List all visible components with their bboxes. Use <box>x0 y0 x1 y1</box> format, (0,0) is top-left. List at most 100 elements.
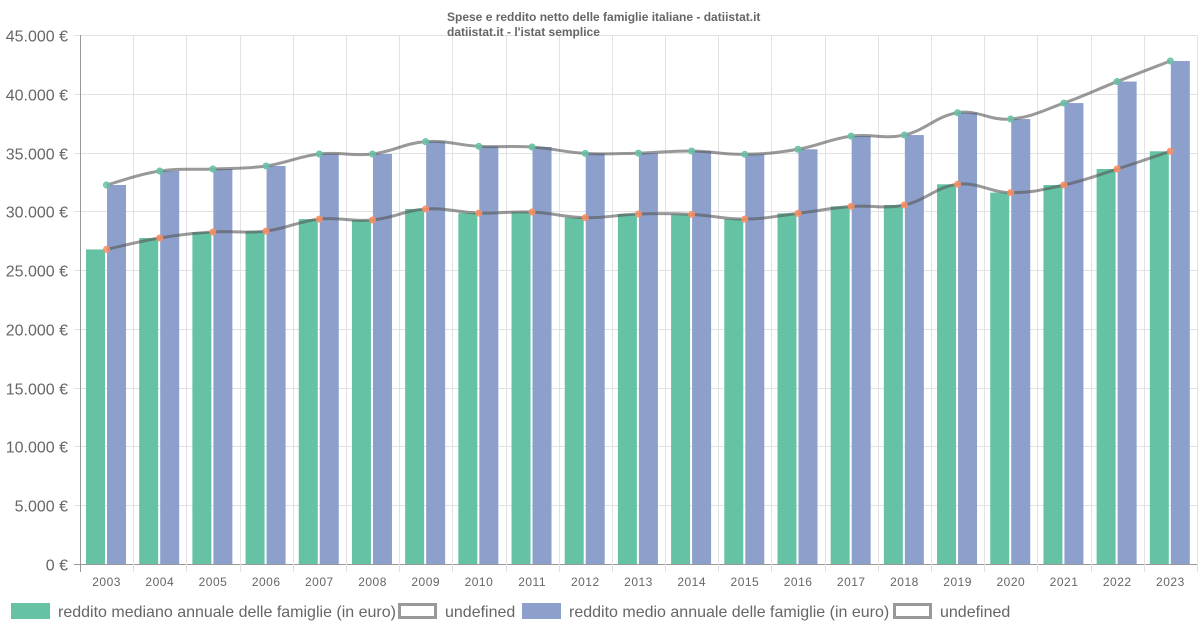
x-tick-label: 2006 <box>252 575 281 589</box>
line-point-2014 <box>688 147 696 155</box>
chart-subtitle: datiistat.it - l'istat semplice <box>447 25 600 39</box>
bar-medio-2011 <box>532 147 552 564</box>
line-point-2013 <box>634 149 642 157</box>
legend: reddito mediano annuale delle famiglie (… <box>11 603 1010 621</box>
x-tick-label: 2010 <box>465 575 494 589</box>
line-point-2010 <box>475 209 483 217</box>
y-tick-label: 30.000 € <box>6 205 68 222</box>
bar-medio-2005 <box>213 169 233 564</box>
legend-label: reddito medio annuale delle famiglie (in… <box>569 604 889 621</box>
bar-mediano-2019 <box>937 184 957 564</box>
y-tick-label: 10.000 € <box>6 440 68 457</box>
bar-medio-2021 <box>1064 103 1084 564</box>
bar-mediano-2020 <box>990 192 1010 564</box>
bar-mediano-2021 <box>1043 185 1063 564</box>
chart-title: Spese e reddito netto delle famiglie ita… <box>447 10 760 24</box>
x-tick-label: 2022 <box>1103 575 1132 589</box>
bar-medio-2012 <box>585 153 605 564</box>
line-point-2005 <box>209 165 217 173</box>
x-tick-label: 2021 <box>1050 575 1079 589</box>
x-axis-ticks: 2003 2004 2005 2006 2007 2008 2009 2010 2011 2012… <box>92 575 1185 589</box>
line-point-2011 <box>528 143 536 151</box>
line-point-2020 <box>1007 115 1015 123</box>
line-point-2012 <box>581 214 589 222</box>
bar-medio-2014 <box>692 151 712 564</box>
y-tick-label: 15.000 € <box>6 382 68 399</box>
bar-medio-2008 <box>372 153 392 564</box>
line-point-2004 <box>156 167 164 175</box>
bar-medio-2015 <box>745 154 765 564</box>
line-point-2004 <box>156 234 164 242</box>
legend-item[interactable]: reddito medio annuale delle famiglie (in… <box>522 603 889 621</box>
legend-item[interactable]: reddito mediano annuale delle famiglie (… <box>11 603 396 621</box>
legend-swatch <box>398 603 437 619</box>
line-point-2018 <box>900 131 908 139</box>
line-point-2013 <box>634 210 642 218</box>
line-point-2021 <box>1060 181 1068 189</box>
line-point-2019 <box>954 180 962 188</box>
bar-mediano-2004 <box>139 238 159 565</box>
bar-mediano-2017 <box>830 206 850 564</box>
legend-swatch <box>522 603 561 619</box>
line-point-2015 <box>741 215 749 223</box>
line-point-2016 <box>794 209 802 217</box>
legend-label: undefined <box>940 604 1010 621</box>
x-tick-label: 2023 <box>1156 575 1185 589</box>
line-point-2018 <box>900 201 908 209</box>
bar-medio-2003 <box>107 185 126 564</box>
line-point-2012 <box>581 149 589 157</box>
line-point-2009 <box>422 205 430 213</box>
x-tick-label: 2017 <box>837 575 866 589</box>
bar-mediano-2007 <box>298 219 318 565</box>
x-tick-label: 2004 <box>145 575 174 589</box>
line-point-2009 <box>422 138 430 146</box>
y-tick-label: 20.000 € <box>6 323 68 340</box>
x-tick-label: 2015 <box>731 575 760 589</box>
line-point-2021 <box>1060 99 1068 107</box>
bar-medio-2019 <box>958 112 978 564</box>
x-tick-label: 2014 <box>677 575 706 589</box>
y-axis-ticks: 0 € 5.000 € 10.000 € 15.000 € 20.000 € 25.000… <box>6 29 68 575</box>
bar-mediano-2010 <box>458 213 478 564</box>
line-point-2020 <box>1007 189 1015 197</box>
bar-medio-2007 <box>319 153 339 564</box>
x-tick-label: 2012 <box>571 575 600 589</box>
legend-swatch <box>11 603 50 619</box>
line-point-2006 <box>262 162 270 170</box>
legend-label: undefined <box>445 604 515 621</box>
bar-mediano-2023 <box>1149 151 1169 564</box>
line-point-2007 <box>315 215 323 223</box>
line-point-2023 <box>1166 147 1174 155</box>
y-tick-label: 45.000 € <box>6 29 68 46</box>
bar-mediano-2006 <box>245 231 265 564</box>
bar-medio-2010 <box>479 146 499 564</box>
bar-medio-2009 <box>426 141 446 564</box>
x-tick-label: 2008 <box>358 575 387 589</box>
x-tick-label: 2003 <box>92 575 121 589</box>
bar-mediano-2005 <box>192 232 212 564</box>
legend-swatch <box>893 603 932 619</box>
x-tick-label: 2020 <box>996 575 1025 589</box>
bar-medio-2023 <box>1170 60 1190 565</box>
x-tick-label: 2019 <box>943 575 972 589</box>
bar-mediano-2015 <box>724 219 744 565</box>
x-tick-label: 2018 <box>890 575 919 589</box>
line-point-2010 <box>475 142 483 150</box>
line-point-2008 <box>368 150 376 158</box>
legend-item[interactable]: undefined <box>398 603 516 621</box>
bar-mediano-2018 <box>883 204 903 564</box>
line-point-2007 <box>315 150 323 158</box>
line-point-2015 <box>741 150 749 158</box>
y-tick-label: 25.000 € <box>6 264 68 281</box>
bar-mediano-2012 <box>564 217 584 564</box>
x-tick-label: 2007 <box>305 575 334 589</box>
x-tick-label: 2005 <box>199 575 228 589</box>
legend-item[interactable]: undefined <box>893 603 1011 621</box>
line-point-2003 <box>103 181 110 189</box>
y-tick-label: 0 € <box>46 558 68 575</box>
line-point-2017 <box>847 202 855 210</box>
x-tick-label: 2016 <box>784 575 813 589</box>
bar-mediano-2014 <box>671 214 691 564</box>
bars <box>86 60 1190 565</box>
